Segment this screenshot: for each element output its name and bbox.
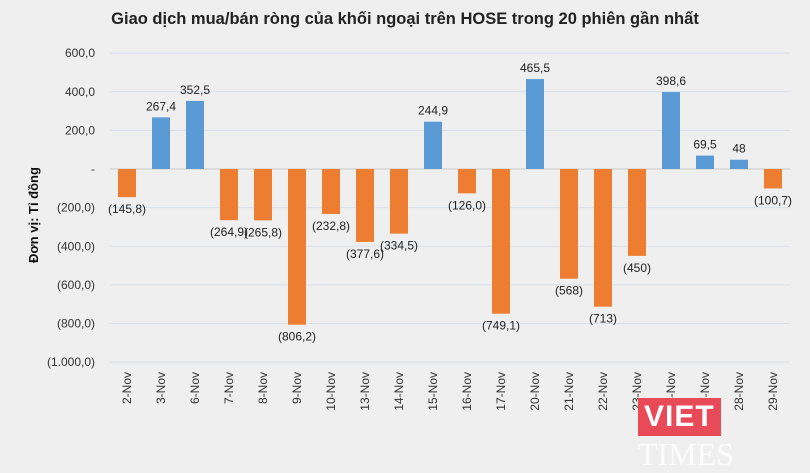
data-label: 267,4 [146, 99, 176, 113]
y-tick-label: - [91, 162, 95, 176]
x-tick-label: 6-Nov [188, 372, 202, 404]
data-label: (264,9) [210, 225, 248, 239]
y-tick-label: 200,0 [65, 123, 95, 137]
data-label: (568) [555, 284, 583, 298]
bar-6-Nov [186, 100, 204, 169]
data-label: (713) [589, 312, 617, 326]
x-tick-label: 28-Nov [732, 372, 746, 411]
data-label: (450) [623, 261, 651, 275]
data-label: (100,7) [754, 193, 792, 207]
bar-2-Nov [118, 169, 136, 198]
bar-27-Nov [696, 155, 714, 169]
x-tick-label: 16-Nov [460, 372, 474, 411]
x-tick-label: 7-Nov [222, 372, 236, 404]
data-label: 244,9 [418, 104, 448, 118]
watermark-viet: VIET [638, 398, 721, 436]
bar-16-Nov [458, 169, 476, 194]
bar-13-Nov [356, 169, 374, 242]
data-label: (232,8) [312, 219, 350, 233]
y-tick-label: (400,0) [57, 239, 95, 253]
y-tick-label: 400,0 [65, 85, 95, 99]
bar-14-Nov [390, 169, 408, 234]
bar-8-Nov [254, 169, 272, 221]
x-tick-label: 22-Nov [596, 372, 610, 411]
y-tick-label: (1.000,0) [47, 355, 95, 369]
x-tick-label: 29-Nov [766, 372, 780, 411]
x-tick-label: 14-Nov [392, 372, 406, 411]
data-labels: (145,8) 267,4 352,5 (264,9)(265,8) (806,2) (2… [108, 61, 792, 344]
bar-3-Nov [152, 117, 170, 169]
data-label: (126,0) [448, 198, 486, 212]
x-tick-label: 10-Nov [324, 372, 338, 411]
data-label: 48 [732, 142, 746, 156]
x-tick-label: 13-Nov [358, 372, 372, 411]
bar-chart: 600,0 400,0 200,0 - (200,0) (400,0) (600,0) (80… [26, 46, 792, 411]
data-label: (377,6) [346, 247, 384, 261]
data-label: (334,5) [380, 239, 418, 253]
x-tick-label: 17-Nov [494, 372, 508, 411]
viettimes-watermark: VIETTIMES [638, 398, 810, 473]
x-tick-label: 15-Nov [426, 372, 440, 411]
x-tick-label: 20-Nov [528, 372, 542, 411]
data-label: (265,8) [244, 225, 282, 239]
bar-15-Nov [424, 121, 442, 169]
x-tick-label: 3-Nov [154, 372, 168, 404]
bar-7-Nov [220, 169, 238, 221]
bar-28-Nov [730, 159, 748, 169]
y-tick-label: (800,0) [57, 317, 95, 331]
data-label: (806,2) [278, 330, 316, 344]
bar-21-Nov [560, 169, 578, 279]
bar-29-Nov [764, 169, 782, 189]
watermark-times: TIMES [638, 436, 734, 472]
data-label: (749,1) [482, 319, 520, 333]
x-tick-label: 21-Nov [562, 372, 576, 411]
bar-23-Nov [628, 169, 646, 256]
data-label: 465,5 [520, 61, 550, 75]
chart-title: Giao dịch mua/bán ròng của khối ngoại tr… [111, 10, 699, 28]
bar-20-Nov [526, 79, 544, 169]
x-tick-label: 9-Nov [290, 372, 304, 404]
bar-22-Nov [594, 169, 612, 307]
data-label: 352,5 [180, 83, 210, 97]
y-tick-label: (200,0) [57, 201, 95, 215]
y-tick-label: 600,0 [65, 46, 95, 60]
bars [118, 79, 782, 325]
bar-9-Nov [288, 169, 306, 325]
x-tick-label: 8-Nov [256, 372, 270, 404]
y-tick-labels: 600,0 400,0 200,0 - (200,0) (400,0) (600,0) (80… [47, 46, 95, 369]
bar-24-Nov [662, 92, 680, 169]
y-axis-label: Đơn vị: Tỉ đồng [26, 167, 41, 263]
data-label: (145,8) [108, 202, 146, 216]
data-label: 398,6 [656, 74, 686, 88]
x-tick-label: 2-Nov [120, 372, 134, 404]
data-label: 69,5 [693, 138, 717, 152]
bar-17-Nov [492, 169, 510, 314]
y-tick-label: (600,0) [57, 278, 95, 292]
bar-10-Nov [322, 169, 340, 214]
